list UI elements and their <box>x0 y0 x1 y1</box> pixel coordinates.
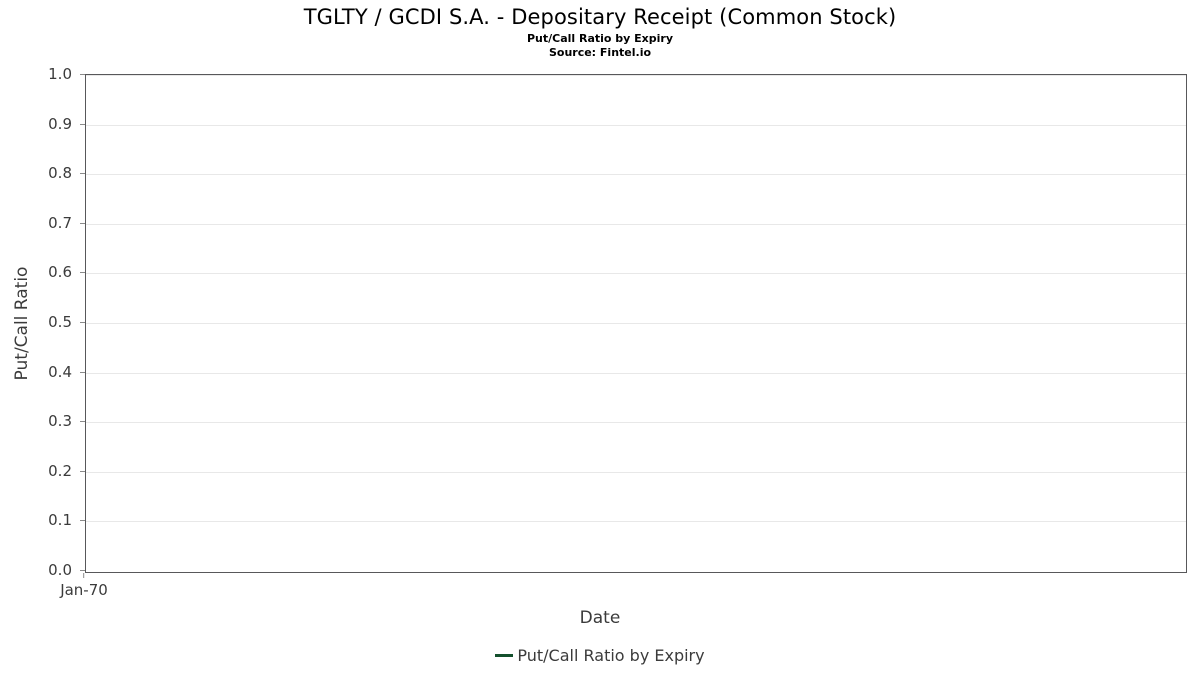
y-axis-tick: 0.5 <box>48 313 85 331</box>
y-axis-tick-mark <box>80 123 85 125</box>
gridline <box>86 125 1186 126</box>
gridline <box>86 224 1186 225</box>
y-axis-ticks: 1.0 0.9 0.8 0.7 0.6 0.5 0.4 0.3 0.2 0.1 0.0 <box>0 65 85 579</box>
x-axis-ticks: Jan-70 <box>0 573 1200 603</box>
y-axis-title: Put/Call Ratio <box>12 266 32 381</box>
y-axis-tick-label: 0.8 <box>48 164 72 182</box>
x-axis-title: Date <box>579 608 621 628</box>
y-axis-tick-label: 0.3 <box>48 412 72 430</box>
y-axis-tick: 0.7 <box>48 214 85 232</box>
gridline <box>86 323 1186 324</box>
page-title: TGLTY / GCDI S.A. - Depositary Receipt (… <box>303 5 897 29</box>
x-axis-tick-label: Jan-70 <box>60 581 108 599</box>
y-axis-tick-mark <box>80 73 85 75</box>
y-axis-tick-mark <box>80 420 85 422</box>
gridlines <box>86 75 1186 572</box>
plot-area <box>85 74 1187 573</box>
chart-source: Source: Fintel.io <box>548 46 652 59</box>
x-axis-tick: Jan-70 <box>60 573 108 599</box>
y-axis-tick: 0.3 <box>48 412 85 430</box>
y-axis-tick-mark <box>80 321 85 323</box>
y-axis-tick: 0.2 <box>48 462 85 480</box>
y-axis-tick: 0.0 <box>48 561 85 579</box>
y-axis-tick-mark <box>80 271 85 273</box>
y-axis-tick-mark <box>80 569 85 571</box>
y-axis-tick-mark <box>80 371 85 373</box>
chart-subtitle: Put/Call Ratio by Expiry <box>526 32 674 45</box>
y-axis-tick-label: 1.0 <box>48 65 72 83</box>
y-axis-tick-mark <box>80 470 85 472</box>
legend-item-label: Put/Call Ratio by Expiry <box>517 646 705 665</box>
y-axis-tick-label: 0.5 <box>48 313 72 331</box>
gridline <box>86 472 1186 473</box>
y-axis-tick-label: 0.2 <box>48 462 72 480</box>
y-axis-tick: 0.9 <box>48 115 85 133</box>
legend-item[interactable]: Put/Call Ratio by Expiry <box>495 646 705 665</box>
y-axis-tick: 0.8 <box>48 164 85 182</box>
gridline <box>86 75 1186 76</box>
gridline <box>86 422 1186 423</box>
x-axis-tick-mark <box>83 573 85 578</box>
gridline <box>86 174 1186 175</box>
y-axis-tick-mark <box>80 172 85 174</box>
legend-line-icon <box>495 654 514 657</box>
chart-legend: Put/Call Ratio by Expiry <box>0 646 1200 665</box>
y-axis-tick: 0.4 <box>48 363 85 381</box>
y-axis-tick-label: 0.0 <box>48 561 72 579</box>
gridline <box>86 521 1186 522</box>
y-axis-tick-mark <box>80 519 85 521</box>
y-axis-tick: 1.0 <box>48 65 85 83</box>
y-axis-tick: 0.1 <box>48 511 85 529</box>
gridline <box>86 571 1186 572</box>
gridline <box>86 373 1186 374</box>
y-axis-tick-label: 0.1 <box>48 511 72 529</box>
y-axis-tick: 0.6 <box>48 263 85 281</box>
chart-header: TGLTY / GCDI S.A. - Depositary Receipt (… <box>0 0 1200 60</box>
y-axis-tick-label: 0.9 <box>48 115 72 133</box>
gridline <box>86 273 1186 274</box>
y-axis-tick-label: 0.4 <box>48 363 72 381</box>
y-axis-tick-label: 0.6 <box>48 263 72 281</box>
y-axis-tick-label: 0.7 <box>48 214 72 232</box>
y-axis-tick-mark <box>80 222 85 224</box>
